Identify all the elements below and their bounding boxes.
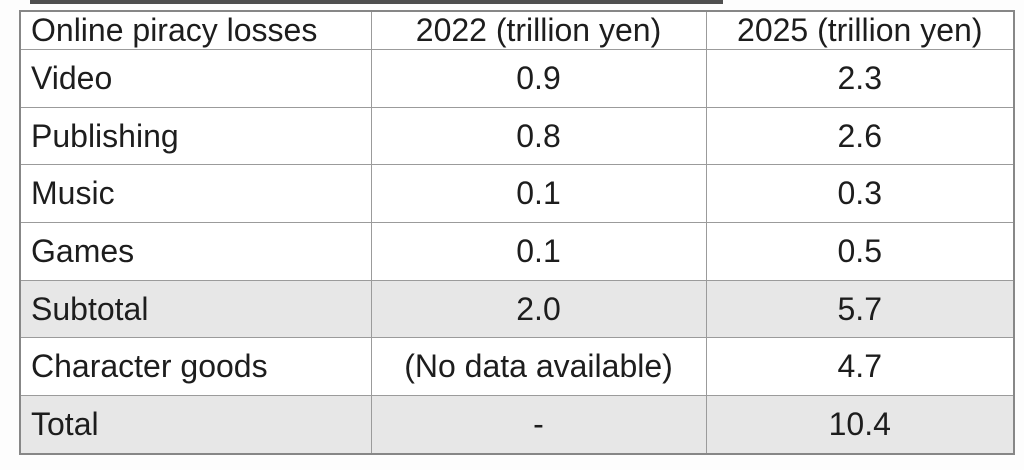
table-row-publishing: Publishing 0.8 2.6	[19, 106, 1015, 166]
row-label: Music	[19, 164, 372, 224]
value-2025: 10.4	[705, 395, 1015, 455]
table-row-character-goods: Character goods (No data available) 4.7	[19, 337, 1015, 397]
row-label: Publishing	[19, 106, 372, 166]
table-row-total: Total - 10.4	[19, 395, 1015, 455]
table-row-music: Music 0.1 0.3	[19, 164, 1015, 224]
column-header-2022: 2022 (trillion yen)	[370, 10, 707, 50]
table-row-games: Games 0.1 0.5	[19, 222, 1015, 281]
value-2025: 4.7	[705, 337, 1015, 397]
row-label: Games	[19, 222, 372, 281]
value-2022: 0.9	[370, 49, 707, 108]
value-2022: 0.1	[370, 222, 707, 281]
screenshot-crop-artifact	[30, 0, 723, 4]
row-label: Subtotal	[19, 279, 372, 339]
column-header-2025: 2025 (trillion yen)	[705, 10, 1015, 50]
value-2022: 2.0	[370, 279, 707, 339]
column-header-category: Online piracy losses	[19, 10, 372, 50]
value-2022: (No data available)	[370, 337, 707, 397]
value-2025: 2.6	[705, 106, 1015, 166]
value-2022: 0.8	[370, 106, 707, 166]
piracy-losses-table: Online piracy losses 2022 (trillion yen)…	[19, 10, 1015, 455]
value-2022: -	[370, 395, 707, 455]
row-label: Video	[19, 49, 372, 108]
row-label: Character goods	[19, 337, 372, 397]
header-row: Online piracy losses 2022 (trillion yen)…	[19, 10, 1015, 50]
value-2025: 2.3	[705, 49, 1015, 108]
table-row-subtotal: Subtotal 2.0 5.7	[19, 279, 1015, 339]
row-label: Total	[19, 395, 372, 455]
value-2025: 0.3	[705, 164, 1015, 224]
value-2022: 0.1	[370, 164, 707, 224]
table-row-video: Video 0.9 2.3	[19, 49, 1015, 108]
value-2025: 0.5	[705, 222, 1015, 281]
value-2025: 5.7	[705, 279, 1015, 339]
